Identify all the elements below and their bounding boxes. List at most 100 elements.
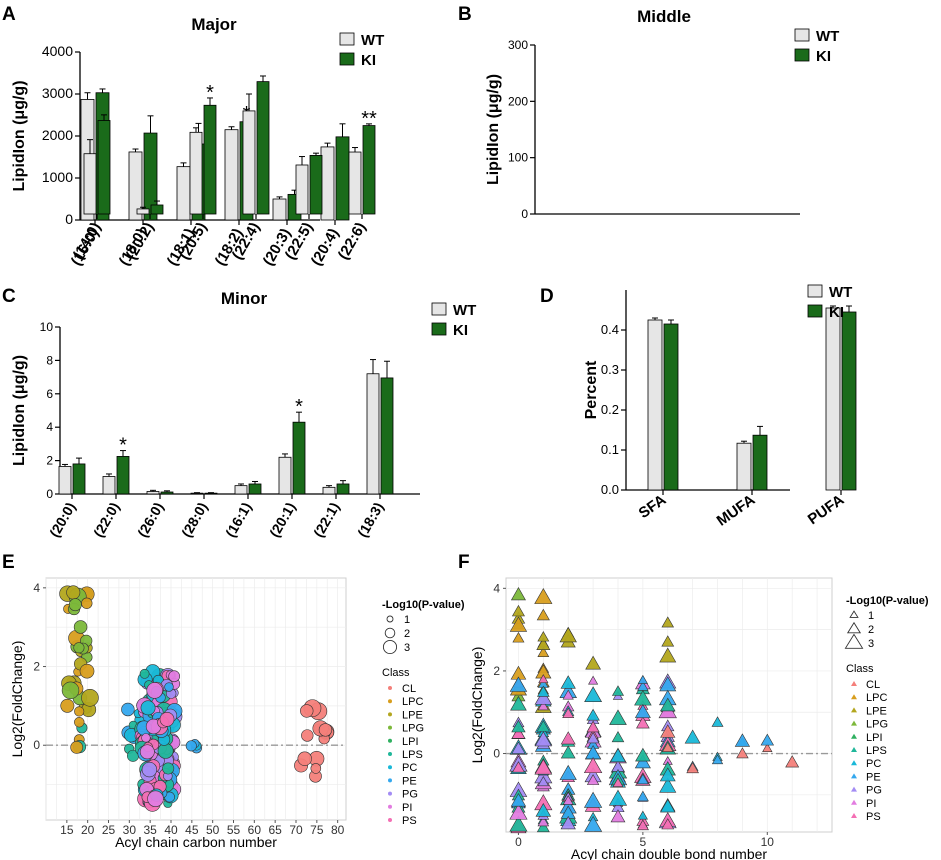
- ki-bar: [336, 483, 350, 495]
- wt-bar: [320, 146, 335, 221]
- data-point: [510, 695, 527, 711]
- class-legend-label: LPE: [866, 705, 887, 717]
- class-legend-symbol: [851, 720, 857, 726]
- class-legend-title: Class: [382, 667, 410, 679]
- y-tick-label: 100: [508, 151, 528, 165]
- y-tick-label: 4000: [42, 43, 73, 59]
- data-point: [510, 793, 527, 807]
- legend-ki-swatch: [339, 52, 355, 66]
- data-point: [139, 744, 155, 760]
- legend-ki-label: KI: [361, 52, 376, 69]
- class-legend-label: LPC: [402, 696, 423, 708]
- class-legend-symbol: [388, 818, 392, 822]
- size-legend-symbol: [846, 621, 862, 634]
- data-point: [636, 790, 649, 802]
- x-category-label: SFA: [636, 491, 670, 522]
- data-point: [536, 608, 550, 621]
- ki-bar: [362, 125, 376, 215]
- panel-letter-e: E: [2, 552, 15, 573]
- x-axis-label: Acyl chain carbon number: [115, 834, 277, 850]
- data-point: [81, 597, 93, 609]
- data-point: [511, 741, 526, 754]
- x-category-label: MUFA: [714, 491, 759, 529]
- data-point: [79, 663, 95, 679]
- class-legend-symbol: [851, 813, 857, 818]
- legend-ki-swatch: [794, 48, 810, 62]
- x-tick-label: 60: [248, 823, 262, 837]
- y-tick-label: 4: [46, 420, 53, 434]
- data-point: [538, 674, 549, 683]
- size-legend-title: -Log10(P-value): [846, 595, 929, 607]
- x-axis-label: Acyl chain double bond number: [571, 846, 767, 860]
- data-point: [560, 675, 576, 689]
- y-axis-label: Log2(FoldChange): [469, 647, 485, 764]
- wt-bar: [83, 153, 97, 215]
- data-point: [686, 762, 699, 774]
- class-legend-symbol: [851, 786, 857, 792]
- significance-mark: *: [206, 82, 214, 104]
- data-point: [121, 702, 135, 717]
- data-point: [635, 747, 651, 762]
- data-point: [659, 647, 677, 663]
- panel-letter-d: D: [540, 286, 554, 307]
- data-point: [509, 803, 528, 820]
- class-legend-label: PE: [866, 771, 881, 783]
- data-point: [560, 815, 576, 830]
- chart-title: Major: [191, 15, 237, 34]
- x-tick-label: 25: [102, 823, 116, 837]
- data-point: [536, 720, 550, 732]
- data-point: [535, 802, 552, 817]
- y-tick-label: 3000: [42, 85, 73, 101]
- class-legend-label: LPI: [866, 732, 883, 744]
- class-legend-symbol: [388, 804, 392, 809]
- data-point: [510, 587, 526, 601]
- data-point: [537, 776, 550, 787]
- wt-bar: [272, 198, 287, 221]
- data-point: [661, 818, 675, 830]
- class-legend-label: PC: [402, 762, 417, 774]
- data-point: [68, 598, 82, 612]
- data-point: [611, 685, 625, 696]
- data-point: [637, 674, 649, 684]
- data-point: [70, 740, 84, 754]
- data-point: [562, 689, 574, 700]
- data-point: [73, 620, 88, 634]
- class-legend-symbol: [851, 694, 857, 700]
- x-category-label: (14:0): [70, 219, 105, 262]
- data-point: [511, 719, 526, 733]
- class-legend-label: CL: [402, 683, 416, 695]
- data-point: [534, 689, 553, 705]
- panel-letter-f: F: [458, 552, 470, 573]
- chart-title: Middle: [637, 7, 691, 26]
- y-tick-label: 6: [46, 387, 53, 401]
- y-tick-label: 0: [33, 738, 40, 752]
- x-tick-label: 10: [761, 835, 775, 849]
- wt-bar: [224, 129, 239, 221]
- data-point: [636, 819, 649, 831]
- data-point: [562, 795, 574, 805]
- ki-bar: [204, 492, 218, 495]
- data-point: [509, 616, 528, 632]
- x-tick-label: 15: [60, 823, 74, 837]
- class-legend-symbol: [851, 733, 857, 739]
- data-point: [560, 745, 576, 759]
- data-point: [512, 631, 525, 643]
- panel-f-scatter-plot: 0 5 10 0 2 4 Acyl chain double bond number Log2…: [469, 577, 929, 860]
- data-point: [634, 703, 651, 718]
- x-tick-label: 45: [185, 823, 199, 837]
- size-legend-label: 2: [404, 628, 410, 640]
- data-point: [61, 681, 80, 700]
- data-point: [146, 682, 163, 699]
- size-legend-title: -Log10(P-value): [382, 599, 465, 611]
- x-tick-label: 30: [123, 823, 137, 837]
- x-tick-label: 50: [206, 823, 220, 837]
- data-point: [608, 789, 628, 806]
- data-point: [157, 742, 174, 759]
- class-legend-label: LPC: [866, 692, 887, 704]
- y-tick-label: 2: [46, 454, 53, 468]
- data-point: [511, 761, 525, 773]
- significance-mark: *: [295, 396, 303, 418]
- data-point: [147, 790, 164, 807]
- y-tick-label: 10: [40, 320, 54, 334]
